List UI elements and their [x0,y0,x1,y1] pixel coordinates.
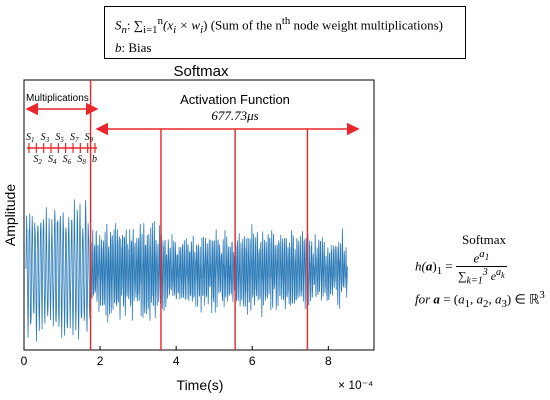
s-label: S8 [77,154,86,166]
x-tick-label: 2 [97,354,104,368]
s-label: S4 [48,154,57,166]
activation-time: 677.73μs [211,108,258,123]
signal-line [25,199,348,342]
s-ticks: S1 S3 S5 S7 S9 S2 S4 S6 S8 b [26,132,97,166]
x-axis-multiplier: × 10⁻⁴ [338,378,373,392]
s-label: S1 [26,132,35,144]
s-label: b [92,154,97,165]
s-label: S2 [33,154,42,166]
s-label: S6 [63,154,72,166]
legend-line-bias: b: Bias [115,39,152,55]
x-tick-label: 6 [249,354,256,368]
formula-fraction: ea1 ∑k=13 eak [455,248,507,287]
s-label: S9 [85,132,94,144]
annotations: Multiplications Activation Function 677.… [25,92,360,166]
x-tick-label: 8 [325,354,332,368]
formula-title: Softmax [461,232,507,247]
vertical-markers [89,80,309,350]
x-axis-label: Time(s) [177,377,224,393]
y-axis-label: Amplitude [2,184,18,246]
softmax-formula: Softmax h(a)1 = ea1 ∑k=13 eak for a = (a1… [415,232,550,310]
chart-title: Softmax [173,63,229,80]
formula-domain: for a = (a1, a2, a3) ∈ ℝ3 [415,288,545,310]
activation-label: Activation Function [180,92,290,107]
signal-series [25,199,348,342]
s-label: S5 [55,132,64,144]
x-tick-label: 0 [21,354,28,368]
plot-area [23,79,375,351]
s-label: S7 [70,132,79,144]
legend-box: Sn: ∑i=1n(xi × wi) (Sum of the nth node … [104,6,466,59]
multiplications-label: Multiplications [26,93,89,104]
x-tick-label: 4 [173,354,180,368]
x-axis: 0 2 4 6 8 [21,346,332,368]
legend-line-sum: Sn: ∑i=1n(xi × wi) (Sum of the nth node … [115,15,444,36]
s-label: S3 [41,132,50,144]
formula-equation: h(a)1 = ea1 ∑k=13 eak [415,248,507,287]
